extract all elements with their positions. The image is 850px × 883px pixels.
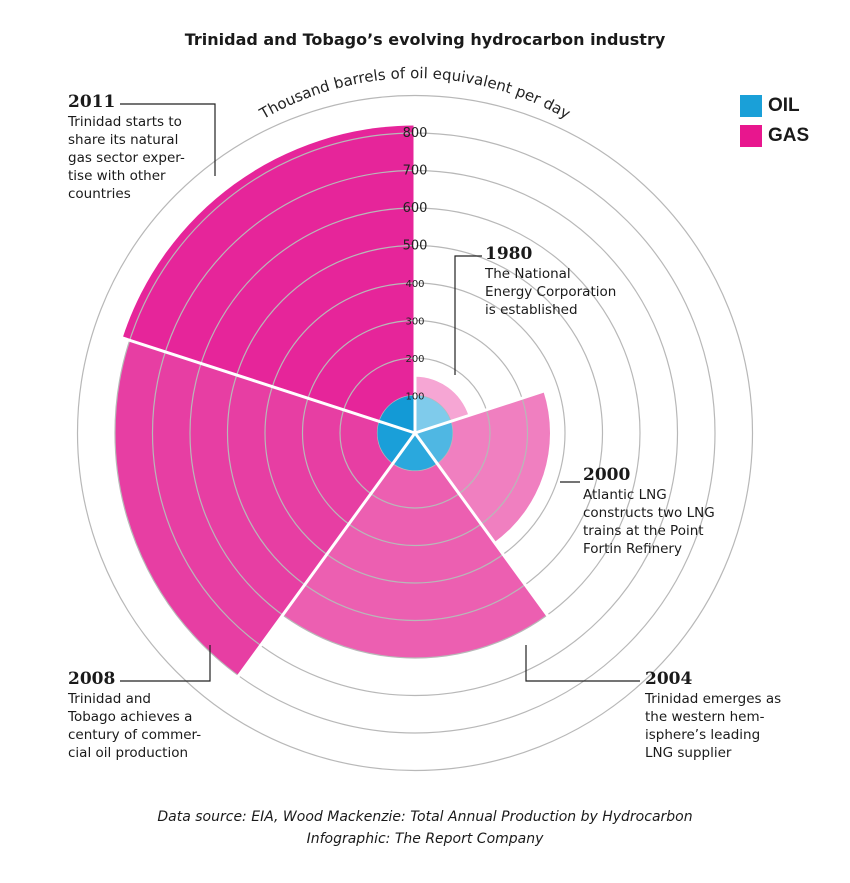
legend-item-oil: OIL (740, 95, 809, 117)
tick-label-800: 800 (403, 126, 428, 141)
annotation-line: Tobago achieves a (68, 709, 193, 725)
oil-wedge-2004 (393, 433, 437, 471)
annotation-line: century of commer- (68, 727, 202, 743)
wedge-divider (413, 432, 551, 620)
wedge-divider (118, 335, 416, 435)
tick-label-400: 400 (405, 279, 424, 290)
annotation-year: 2000 (583, 465, 631, 485)
annotation-line: Fortin Refinery (583, 541, 682, 557)
annotation-2008: 2008 Trinidad and Tobago achieves a cent… (68, 668, 201, 762)
oil-wedge-2008 (377, 421, 415, 464)
wedge-divider (414, 388, 548, 435)
annotation-line: gas sector exper- (68, 150, 185, 166)
leader-lines (120, 103, 640, 682)
annotation-line: the western hem- (645, 709, 765, 725)
annotation-line: LNG supplier (645, 745, 732, 761)
gas-wedges (115, 125, 551, 676)
annotation-line: share its natural (68, 132, 179, 148)
tick-label-500: 500 (403, 239, 428, 254)
tick-label-700: 700 (403, 164, 428, 179)
source-line: Infographic: The Report Company (306, 831, 544, 847)
annotation-year: 2004 (645, 669, 693, 689)
annotation-line: constructs two LNG (583, 505, 715, 521)
source-note: Data source: EIA, Wood Mackenzie: Total … (0, 806, 850, 850)
annotation-2004: 2004 Trinidad emerges as the western hem… (645, 668, 781, 762)
tick-label-100: 100 (405, 392, 424, 403)
annotation-line: tise with other (68, 168, 166, 184)
leader-line-2008 (120, 645, 211, 682)
tick-label-300: 300 (405, 317, 424, 328)
annotation-line: trains at the Point (583, 523, 704, 539)
tick-labels: 100 200 300 400 500 600 700 800 (403, 126, 428, 403)
grid-ring-900 (76, 94, 754, 772)
source-line: Data source: EIA, Wood Mackenzie: Total … (157, 809, 693, 825)
leader-line-2011 (120, 103, 216, 176)
annotation-1980: 1980 The National Energy Corporation is … (485, 243, 616, 319)
annotation-line: Trinidad emerges as (645, 691, 782, 707)
tick-label-200: 200 (405, 354, 424, 365)
annotation-line: The National (485, 266, 571, 282)
annotation-year: 2008 (68, 669, 116, 689)
annotation-2000: 2000 Atlantic LNG constructs two LNG tra… (583, 464, 715, 558)
annotation-line: is established (485, 302, 578, 318)
oil-wedge-2000 (415, 421, 453, 464)
annotation-2011: 2011 Trinidad starts to share its natura… (68, 91, 185, 203)
leader-line-1980 (454, 255, 482, 375)
wedge-divider (235, 432, 417, 680)
annotation-line: Trinidad starts to (68, 114, 182, 130)
tick-label-600: 600 (403, 201, 428, 216)
legend-label-gas: GAS (768, 125, 810, 146)
annotation-line: cial oil production (68, 745, 189, 761)
annotation-line: Atlantic LNG (583, 487, 667, 503)
annotation-line: Energy Corporation (485, 284, 617, 300)
annotation-line: Trinidad and (68, 691, 151, 707)
legend-swatch-oil (740, 95, 762, 117)
legend-item-gas: GAS (740, 125, 809, 147)
legend-swatch-gas (740, 125, 762, 147)
chart-title: Trinidad and Tobago’s evolving hydrocarb… (184, 30, 666, 49)
annotation-line: countries (68, 186, 131, 202)
legend-label-oil: OIL (768, 95, 800, 116)
legend: OIL GAS (740, 95, 809, 155)
gas-wedge-2011 (122, 125, 415, 433)
annotation-line: isphere’s leading (645, 727, 761, 743)
wedge-dividers (118, 121, 551, 680)
annotation-year: 2011 (68, 92, 116, 112)
leader-line-2004 (525, 645, 640, 682)
annotation-year: 1980 (485, 244, 533, 264)
